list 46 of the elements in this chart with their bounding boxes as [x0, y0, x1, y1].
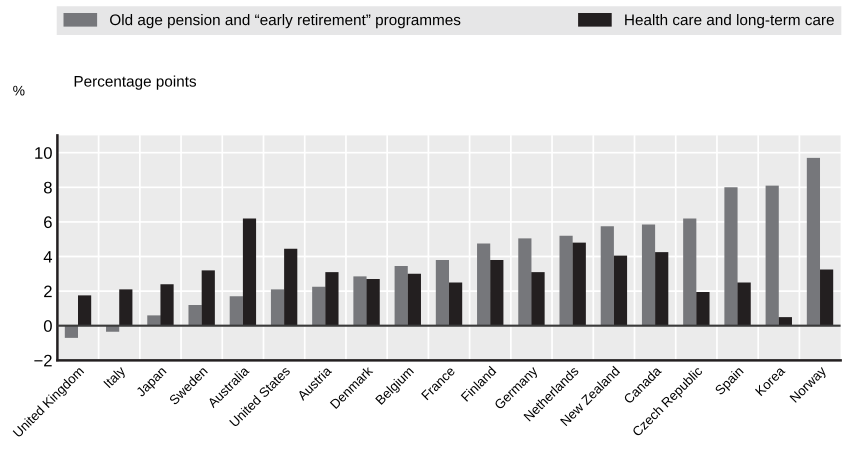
y-tick-label: 0 [44, 320, 52, 332]
bar [242, 218, 256, 326]
y-tick-label: 4 [44, 251, 52, 263]
bar [325, 272, 339, 326]
text: % [13, 86, 25, 96]
legend-label: Old age pension and “early retirement” programmes [110, 14, 460, 28]
bar [366, 279, 380, 326]
bar [449, 282, 462, 326]
bar [270, 289, 284, 326]
bar [683, 218, 696, 326]
bar [600, 226, 614, 326]
bar [820, 269, 834, 326]
y-tick-label: 8 [44, 182, 52, 194]
bar [230, 296, 243, 326]
bar [655, 252, 668, 326]
bar [559, 236, 573, 326]
x-tick-label: Italy [102, 365, 128, 390]
bar [766, 186, 779, 326]
y-tick-label: 10 [35, 147, 52, 159]
bar [806, 158, 820, 326]
bar [738, 282, 751, 326]
bar [353, 276, 367, 326]
legend-label: Health care and long-term care [625, 14, 834, 28]
bar [436, 260, 450, 326]
bar [724, 187, 738, 326]
bar [160, 284, 174, 326]
bar [119, 289, 132, 326]
bar [531, 272, 545, 326]
bar [642, 224, 656, 326]
bar [188, 304, 202, 326]
y-tick-label: 2 [44, 286, 52, 298]
bar [394, 266, 408, 326]
bar [572, 242, 586, 326]
bar [477, 244, 490, 326]
bar [518, 238, 532, 326]
text: Percentage points [74, 76, 196, 90]
bar [202, 270, 215, 326]
bar [284, 248, 298, 326]
bar [78, 295, 92, 326]
bar [490, 260, 504, 326]
bar [696, 292, 710, 326]
bar [614, 256, 628, 326]
bar [408, 274, 421, 326]
bar [312, 286, 326, 326]
y-tick-label: 6 [44, 216, 52, 228]
y-tick-label: −2 [34, 354, 52, 366]
